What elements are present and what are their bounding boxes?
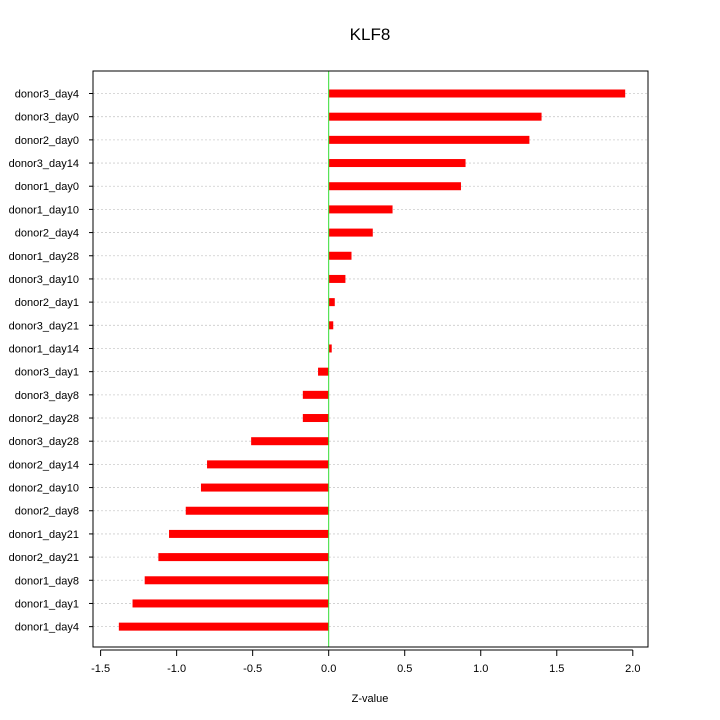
category-label: donor1_day21 bbox=[9, 529, 79, 541]
x-tick-label: 0.0 bbox=[321, 663, 336, 675]
bar bbox=[318, 367, 329, 376]
category-label: donor3_day28 bbox=[9, 436, 79, 448]
plot-frame bbox=[92, 70, 649, 648]
x-tick-label: 1.5 bbox=[549, 663, 564, 675]
bar bbox=[328, 344, 332, 353]
grid-lines bbox=[93, 93, 648, 628]
category-label: donor1_day1 bbox=[15, 598, 79, 610]
bar bbox=[328, 274, 346, 283]
bar bbox=[328, 182, 461, 191]
category-label: donor3_day1 bbox=[15, 367, 79, 379]
bar bbox=[328, 321, 334, 330]
category-label: donor1_day10 bbox=[9, 204, 79, 216]
category-label: donor2_day4 bbox=[15, 228, 79, 240]
category-label: donor3_day8 bbox=[15, 390, 79, 402]
bar bbox=[251, 437, 329, 446]
bar bbox=[328, 112, 542, 121]
bar bbox=[328, 251, 352, 260]
category-label: donor1_day0 bbox=[15, 181, 79, 193]
bar bbox=[328, 159, 466, 168]
category-label: donor2_day0 bbox=[15, 135, 79, 147]
category-label: donor3_day14 bbox=[9, 158, 79, 170]
bar bbox=[158, 553, 329, 562]
category-label: donor2_day14 bbox=[9, 459, 79, 471]
category-label: donor1_day14 bbox=[9, 343, 79, 355]
category-label: donor2_day8 bbox=[15, 506, 79, 518]
bar bbox=[118, 622, 329, 631]
category-label: donor2_day28 bbox=[9, 413, 79, 425]
bar bbox=[328, 205, 393, 214]
bar bbox=[328, 298, 335, 307]
bar bbox=[169, 529, 329, 538]
category-label: donor2_day10 bbox=[9, 483, 79, 495]
x-tick-label: -0.5 bbox=[243, 663, 262, 675]
category-label: donor3_day0 bbox=[15, 112, 79, 124]
x-axis: -1.5 -1.0 -0.5 0.0 0.5 1.0 1.5 2.0 bbox=[91, 649, 640, 675]
category-label: donor3_day10 bbox=[9, 274, 79, 286]
category-label: donor1_day4 bbox=[15, 622, 79, 634]
bar bbox=[302, 390, 329, 399]
x-tick-label: -1.0 bbox=[167, 663, 186, 675]
x-tick-label: 1.0 bbox=[473, 663, 488, 675]
category-labels: donor3_day4 donor3_day0 donor2_day0 donor3_… bbox=[9, 89, 93, 634]
category-label: donor3_day21 bbox=[9, 320, 79, 332]
bar bbox=[302, 414, 329, 423]
bar bbox=[328, 135, 530, 144]
x-axis-title: Z-value bbox=[352, 693, 389, 705]
chart-title: KLF8 bbox=[350, 25, 391, 44]
category-label: donor2_day21 bbox=[9, 552, 79, 564]
x-tick-label: 2.0 bbox=[625, 663, 640, 675]
bar bbox=[207, 460, 329, 469]
x-tick-label: 0.5 bbox=[397, 663, 412, 675]
bar bbox=[144, 576, 329, 585]
category-label: donor3_day4 bbox=[15, 89, 79, 101]
bar bbox=[328, 89, 626, 98]
category-label: donor2_day1 bbox=[15, 297, 79, 309]
bar bbox=[328, 228, 373, 237]
x-tick-label: -1.5 bbox=[91, 663, 110, 675]
bar bbox=[185, 506, 329, 515]
bar bbox=[132, 599, 329, 608]
bar bbox=[200, 483, 329, 492]
category-label: donor1_day28 bbox=[9, 251, 79, 263]
category-label: donor1_day8 bbox=[15, 575, 79, 587]
bars bbox=[118, 89, 626, 631]
